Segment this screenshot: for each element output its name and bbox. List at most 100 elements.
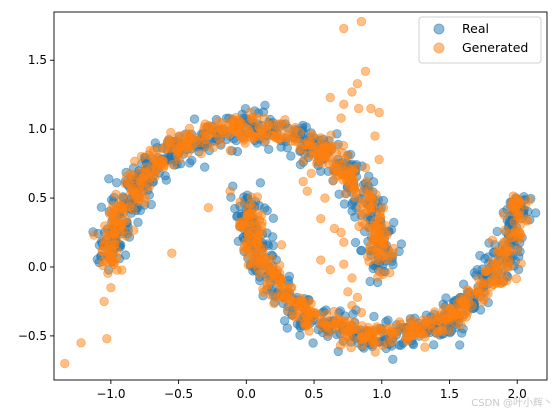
generated-point <box>356 332 367 342</box>
generated-point <box>467 301 478 311</box>
real-point <box>279 316 290 326</box>
x-tick-label: 1.5 <box>440 387 459 401</box>
y-tick-label: −0.5 <box>18 329 47 343</box>
generated-point <box>342 171 353 181</box>
real-point <box>187 155 197 166</box>
generated-point <box>499 238 509 248</box>
generated-point <box>382 254 392 265</box>
real-point <box>455 340 465 350</box>
generated-point <box>129 225 139 235</box>
generated-point <box>235 197 245 207</box>
generated-point <box>275 260 285 270</box>
generated-point <box>445 303 456 313</box>
generated-outlier-point <box>329 223 340 234</box>
real-point <box>429 340 439 350</box>
y-tick-label: 1.0 <box>28 122 47 136</box>
generated-point <box>345 320 355 331</box>
real-point <box>339 199 350 209</box>
real-point <box>383 315 393 325</box>
generated-point <box>103 268 113 278</box>
generated-point <box>473 274 484 284</box>
generated-point <box>109 257 119 268</box>
real-point <box>199 162 210 172</box>
generated-point <box>237 132 248 142</box>
generated-point <box>374 255 384 266</box>
generated-outlier-point <box>352 78 363 89</box>
generated-point <box>324 142 335 153</box>
generated-point <box>298 156 308 166</box>
generated-point <box>156 155 166 166</box>
generated-point <box>437 321 448 331</box>
generated-point <box>369 233 380 244</box>
generated-outlier-point <box>339 259 349 269</box>
y-tick-label: 1.5 <box>28 53 47 67</box>
generated-point <box>257 124 267 134</box>
generated-outlier-point <box>339 23 349 34</box>
plot-frame <box>53 11 548 381</box>
x-tick-label: 2.0 <box>508 387 527 401</box>
generated-outlier-point <box>374 154 384 165</box>
real-point <box>111 177 122 188</box>
generated-point <box>126 197 137 207</box>
generated-point <box>254 269 265 279</box>
generated-point <box>381 220 391 231</box>
generated-point <box>109 228 120 239</box>
generated-point <box>248 131 258 142</box>
generated-point <box>183 147 193 158</box>
generated-point <box>516 258 526 269</box>
generated-outlier-point <box>339 99 349 110</box>
generated-point <box>314 310 324 320</box>
generated-point <box>174 154 185 165</box>
generated-outlier-point <box>360 66 371 77</box>
generated-outlier-point <box>336 113 346 123</box>
generated-point <box>120 178 131 189</box>
generated-point <box>196 148 206 159</box>
generated-point <box>242 242 253 252</box>
generated-point <box>280 280 290 291</box>
real-point <box>492 226 502 237</box>
generated-point <box>89 230 99 240</box>
real-point <box>295 330 305 340</box>
generated-point <box>254 215 265 226</box>
generated-point <box>329 167 339 177</box>
generated-point <box>164 136 174 147</box>
generated-point <box>305 139 316 149</box>
generated-point <box>168 159 178 170</box>
generated-point <box>248 235 258 246</box>
x-tick-label: 1.0 <box>372 387 391 401</box>
generated-point <box>362 176 372 186</box>
generated-point <box>503 257 513 268</box>
generated-outlier-point <box>106 283 116 293</box>
y-tick-label: 0.0 <box>28 260 47 274</box>
generated-point <box>208 142 219 153</box>
legend-marker-real <box>433 23 445 35</box>
generated-outlier-point <box>360 162 371 173</box>
real-point <box>308 338 318 348</box>
legend: Real Generated <box>418 16 542 64</box>
generated-point <box>121 215 132 226</box>
generated-point <box>480 266 491 277</box>
generated-point <box>442 313 453 323</box>
generated-outlier-point <box>347 300 357 311</box>
generated-outlier-point <box>366 103 376 114</box>
generated-point <box>364 198 374 209</box>
generated-point <box>295 144 305 154</box>
generated-point <box>243 229 254 239</box>
generated-point <box>273 293 283 303</box>
generated-point <box>225 145 236 156</box>
generated-point <box>243 260 254 270</box>
generated-point <box>128 173 139 184</box>
generated-outlier-point <box>99 296 109 307</box>
x-axis: −1.0 −0.5 0.0 0.5 1.0 1.5 2.0 <box>96 380 527 401</box>
generated-point <box>130 156 140 167</box>
generated-point <box>430 307 440 317</box>
generated-point <box>205 121 216 132</box>
generated-outlier-point <box>76 338 86 348</box>
generated-point <box>420 332 430 342</box>
generated-point <box>417 322 427 333</box>
generated-point <box>487 235 498 245</box>
real-point <box>389 217 399 228</box>
generated-series <box>60 16 535 369</box>
generated-point <box>304 314 314 325</box>
